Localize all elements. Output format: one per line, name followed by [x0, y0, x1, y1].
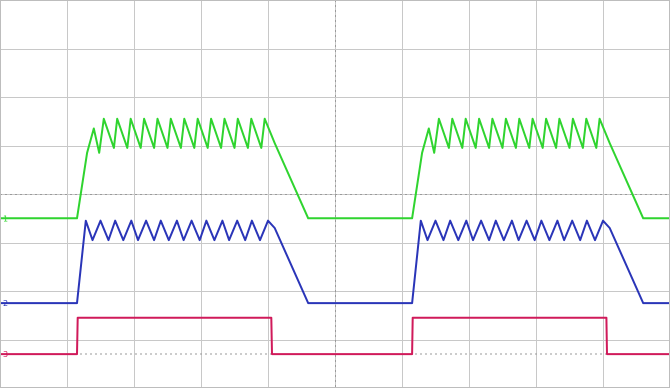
channel-marker-ch2: 2 — [3, 299, 8, 308]
channel-markers: 1 2 3 — [3, 214, 8, 359]
trace-ch1 — [0, 117, 670, 220]
trace-ch3 — [0, 316, 670, 356]
trace-ch2 — [0, 219, 670, 305]
trace-group — [0, 117, 670, 356]
channel-marker-ch3: 3 — [3, 350, 8, 359]
channel-marker-ch1: 1 — [3, 214, 8, 223]
